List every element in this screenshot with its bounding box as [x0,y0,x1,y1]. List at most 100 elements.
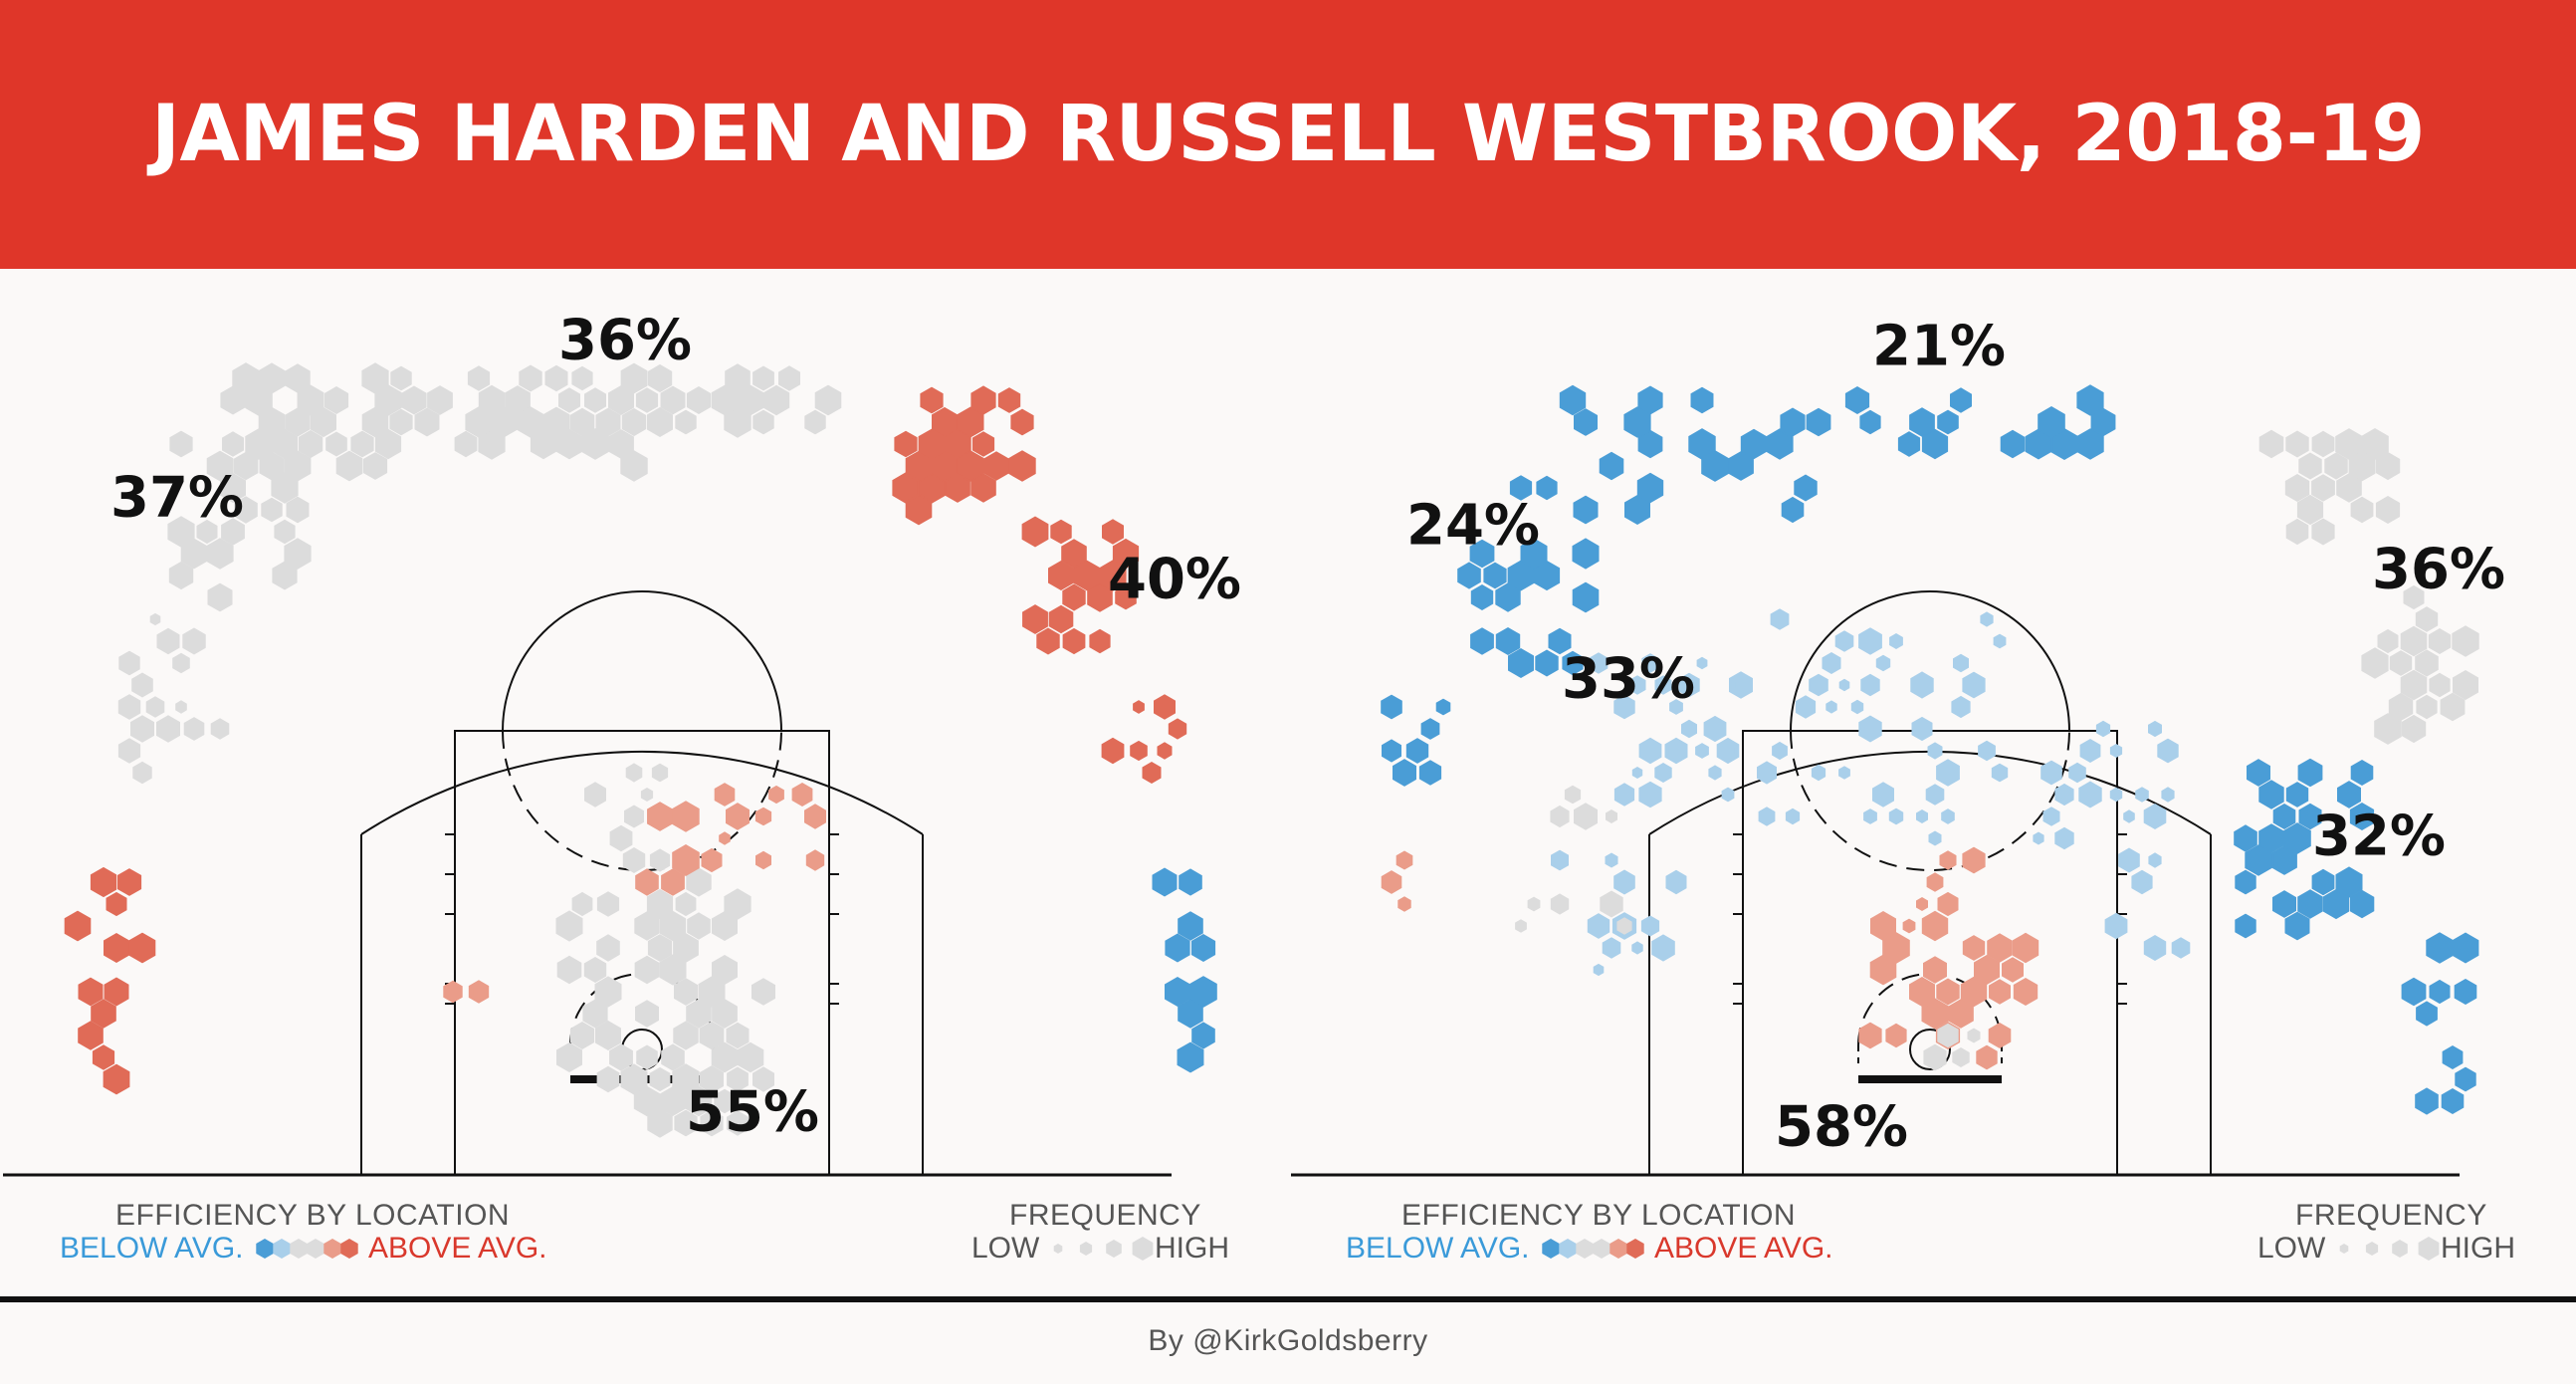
above-hex [997,387,1021,413]
below-hex [1690,386,1714,414]
avg-hex [687,912,711,940]
below-hex [1507,560,1535,591]
avg-hex [131,672,153,698]
avg-hex [375,386,401,414]
below-hex [1910,671,1934,699]
below-hex [2298,803,2322,830]
above-hex [905,450,933,482]
above-hex [1157,742,1173,760]
efficiency-legend-title: EFFICIENCY BY LOCATION [115,1199,511,1232]
avg-hex [622,847,646,873]
below-hex [1669,699,1683,715]
below-hex [1393,759,1416,787]
avg-hex [168,561,194,590]
above-hex [1869,954,1897,986]
avg-hex [752,409,774,435]
above-hex [971,431,995,457]
below-hex [2349,803,2375,830]
avg-hex [621,362,647,394]
below-hex [1575,541,1597,567]
avg-hex [624,805,644,828]
avg-hex [271,472,299,504]
avg-hex [2350,496,2374,524]
below-hex [1623,406,1651,438]
avg-hex [300,432,322,456]
avg-hex [259,451,285,481]
avg-hex [261,409,283,435]
below-hex [2109,744,2123,758]
above-hex [473,985,485,999]
below-hex [1631,767,1643,779]
below-hex [1639,431,1661,457]
below-hex [2416,1001,2438,1027]
avg-hex [2375,496,2401,524]
below-hex [2038,406,2065,438]
avg-hex [649,1066,671,1092]
below-hex [2090,407,2116,437]
avg-hex [285,451,311,481]
avg-hex [2324,452,2348,480]
avg-hex [545,409,567,435]
below-hex [1613,869,1635,895]
below-hex [1405,738,1429,764]
avg-hex [2335,428,2363,460]
below-hex [1863,808,1877,824]
avg-hex [700,1065,724,1093]
above-hex [1916,897,1928,911]
efficiency-swatch [1593,1239,1610,1259]
below-hex [2054,826,2074,850]
above-hex [1062,583,1086,611]
avg-hex [596,409,620,435]
below-hex [1806,407,1831,437]
avg-hex [581,428,609,460]
below-hex [1910,408,1934,436]
avg-hex [555,428,583,460]
below-hex [1978,740,1996,762]
above-hex [944,428,971,460]
avg-hex [556,1042,582,1072]
avg-hex [517,406,544,438]
avg-hex [2377,628,2399,654]
above-hex [1989,979,2011,1005]
above-hex [1036,627,1060,655]
avg-hex [714,1088,736,1114]
below-hex [2429,979,2451,1005]
westbrook-zone-label: 24% [1405,493,1541,559]
below-hex [1588,913,1610,939]
avg-hex [478,384,506,416]
frequency-high-label: HIGH [1155,1232,1229,1265]
frequency-low-label: LOW [971,1232,1040,1265]
above-hex [984,452,1008,480]
above-hex [128,932,156,964]
avg-hex [2400,669,2428,701]
avg-hex [672,1063,700,1095]
above-hex [970,385,996,415]
above-hex [1939,850,1957,870]
court-lines [1291,590,2460,1177]
avg-hex [2284,474,2310,502]
avg-hex [414,407,440,437]
frequency-swatch [2418,1237,2440,1261]
above-hex [1937,891,1959,917]
below-hex [1152,867,1178,897]
below-hex [1721,743,1735,759]
harden-zone-label: 40% [1107,547,1242,612]
above-hex [78,1021,104,1050]
free-throw-circle-top [1790,590,2070,732]
avg-hex [362,407,388,437]
below-hex [1735,678,1747,692]
above-avg-label: ABOVE AVG. [1654,1232,1833,1265]
frequency-swatch [1106,1240,1122,1258]
avg-hex [727,1066,749,1092]
below-hex [2118,847,2140,873]
below-hex [1651,934,1675,962]
below-hex [1911,716,1933,742]
below-hex [1497,628,1519,654]
westbrook-panel: 21% 24% 36% 33% 32% 58% EFFICIENCY BY LO… [1288,269,2576,1294]
avg-hex [221,518,245,546]
below-hex [1637,385,1663,415]
below-hex [1708,765,1722,781]
avg-hex [713,1001,737,1027]
below-hex [1508,648,1534,678]
avg-hex [1937,1023,1959,1048]
